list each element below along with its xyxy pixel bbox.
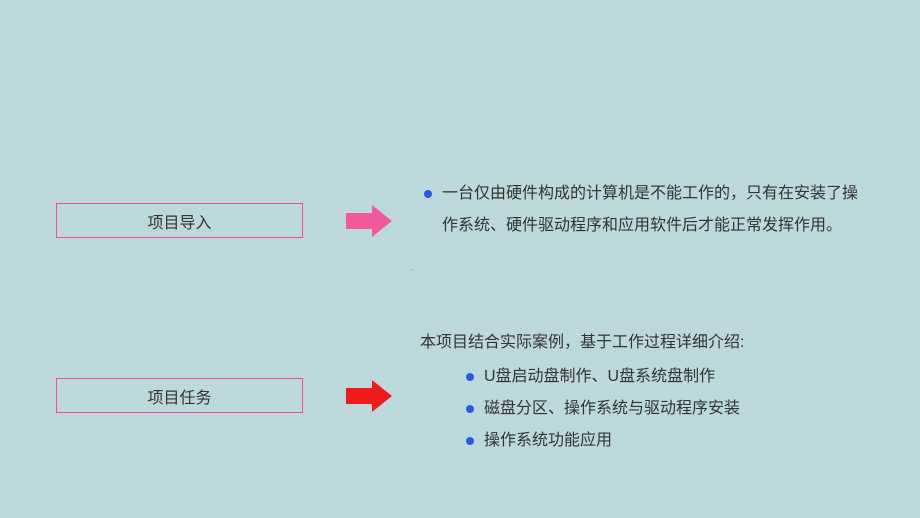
intro-arrow-head [372,205,392,237]
task-label-box: 项目任务 [56,378,303,413]
intro-label-text: 项目导入 [147,209,211,233]
task-arrow [346,380,392,412]
intro-arrow [346,205,392,237]
decorative-mark: " [410,268,413,277]
task-arrow-shaft [346,388,372,404]
task-bullet-item: 磁盘分区、操作系统与驱动程序安装 [462,393,870,425]
slide-canvas: 项目导入 一台仅由硬件构成的计算机是不能工作的，只有在安装了操作系统、硬件驱动程… [0,0,920,518]
intro-body: 一台仅由硬件构成的计算机是不能工作的，只有在安装了操作系统、硬件驱动程序和应用软… [420,178,870,242]
intro-arrow-shaft [346,213,372,229]
task-body: 本项目结合实际案例，基于工作过程详细介绍: U盘启动盘制作、U盘系统盘制作磁盘分… [420,327,870,457]
task-arrow-head [372,380,392,412]
task-bullet-list: U盘启动盘制作、U盘系统盘制作磁盘分区、操作系统与驱动程序安装操作系统功能应用 [420,361,870,457]
intro-label-box: 项目导入 [56,203,303,238]
task-label-text: 项目任务 [147,384,211,408]
intro-bullet-list: 一台仅由硬件构成的计算机是不能工作的，只有在安装了操作系统、硬件驱动程序和应用软… [420,178,870,242]
intro-bullet-item: 一台仅由硬件构成的计算机是不能工作的，只有在安装了操作系统、硬件驱动程序和应用软… [420,178,870,242]
task-bullet-item: U盘启动盘制作、U盘系统盘制作 [462,361,870,393]
task-bullet-item: 操作系统功能应用 [462,425,870,457]
task-intro-text: 本项目结合实际案例，基于工作过程详细介绍: [420,327,870,359]
